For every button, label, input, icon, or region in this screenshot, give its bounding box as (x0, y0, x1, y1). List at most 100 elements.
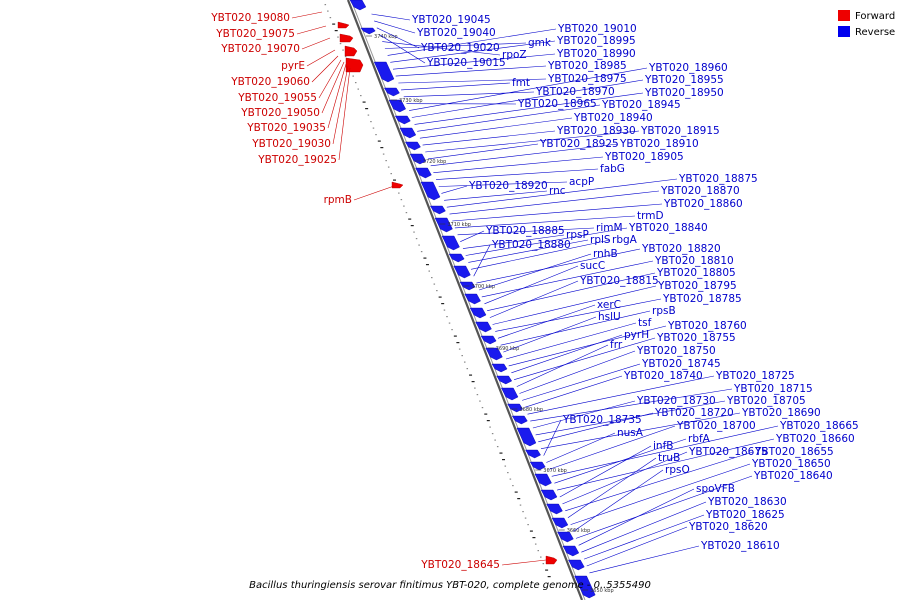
reverse-leader-line (419, 117, 573, 139)
track-dot (360, 95, 362, 97)
reverse-gene-label: YBT020_18965 (517, 98, 597, 110)
reverse-leader-line (470, 239, 611, 270)
reverse-leader-line (465, 227, 628, 256)
reverse-gene-label: YBT020_18990 (556, 48, 636, 60)
reverse-leader-line (371, 13, 411, 21)
reverse-gene-label: YBT020_18975 (547, 73, 627, 85)
reverse-gene-label: YBT020_18955 (644, 74, 724, 86)
track-dot (354, 82, 357, 84)
reverse-leader-line (460, 230, 485, 242)
reverse-gene-label: rbfA (688, 433, 711, 445)
reverse-gene-label: YBT020_18700 (676, 420, 756, 432)
tick-label: 3720 kbp (423, 159, 447, 165)
track-dot (344, 56, 347, 58)
reverse-leader-line (559, 445, 652, 498)
forward-gene-label: YBT020_19070 (220, 43, 300, 55)
reverse-gene-arrow (546, 503, 563, 515)
reverse-gene-label: rnhB (593, 248, 618, 260)
reverse-gene-label: YBT020_18745 (641, 358, 721, 370)
reverse-gene-label: YBT020_18815 (579, 275, 659, 287)
track-dot (408, 218, 412, 220)
track-dot (532, 537, 536, 539)
reverse-leader-line (581, 501, 707, 553)
reverse-strand-genes (349, 0, 596, 599)
forward-gene-label: YBT020_19055 (237, 92, 317, 104)
reverse-gene-label: xerC (597, 299, 621, 311)
forward-gene-arrow (344, 45, 358, 57)
track-dot (443, 309, 446, 311)
reverse-gene-label: YBT020_18945 (601, 99, 681, 111)
reverse-gene-label: YBT020_18750 (636, 345, 716, 357)
forward-leader-line (327, 63, 347, 129)
track-dot (327, 10, 329, 12)
reverse-leader-line (457, 227, 595, 236)
forward-gene-label: pyrE (281, 60, 305, 72)
reverse-gene-label: YBT020_19045 (411, 14, 491, 26)
reverse-gene-label: YBT020_18820 (641, 243, 721, 255)
track-dot (527, 524, 529, 526)
forward-gene-arrow (345, 57, 364, 73)
reverse-gene-label: infB (653, 440, 673, 452)
reverse-leader-line (422, 130, 556, 146)
track-dot (352, 75, 354, 77)
reverse-gene-arrow (420, 181, 441, 201)
reverse-gene-label: rimM (596, 222, 623, 234)
reverse-gene-label: YBT020_18950 (644, 87, 724, 99)
reverse-leader-line (519, 350, 636, 394)
reverse-gene-label: YBT020_18885 (485, 225, 565, 237)
track-dot (534, 543, 537, 545)
track-dot (463, 361, 466, 363)
reverse-leader-line (586, 526, 688, 567)
track-dot (517, 498, 521, 500)
reverse-leader-line (414, 92, 644, 125)
reverse-gene-arrow (453, 265, 471, 279)
reverse-leader-line (524, 375, 623, 408)
track-dot (494, 439, 496, 441)
reverse-gene-label: YBT020_18910 (619, 138, 699, 150)
reverse-gene-label: YBT020_18610 (700, 540, 780, 552)
reverse-leader-line (484, 265, 579, 305)
reverse-leader-line (565, 451, 754, 512)
reverse-gene-label: YBT020_18755 (656, 332, 736, 344)
reverse-leader-line (557, 438, 775, 491)
reverse-gene-label: rpsP (566, 229, 589, 241)
track-dot (380, 147, 384, 149)
tick-label: 3660 kbp (567, 528, 591, 534)
reverse-gene-arrow (500, 387, 519, 401)
reverse-gene-label: rbgA (612, 234, 638, 246)
track-dot (453, 335, 457, 337)
reverse-gene-label: YBT020_18660 (775, 433, 855, 445)
forward-leader-line (321, 61, 345, 114)
forward-leader-line (301, 37, 331, 50)
forward-leader-line (332, 65, 349, 145)
reverse-gene-label: YBT020_18630 (707, 496, 787, 508)
reverse-leader-line (570, 463, 751, 525)
reverse-leader-line (446, 178, 678, 208)
reverse-leader-line (527, 375, 715, 415)
reverse-leader-line (497, 304, 596, 339)
reverse-gene-arrow (464, 293, 481, 305)
reverse-gene-label: rpsO (665, 464, 690, 476)
legend-reverse-label: Reverse (855, 27, 895, 38)
reverse-gene-label: rplS (590, 234, 611, 246)
tick-label: 3650 kbp (590, 588, 614, 594)
track-dot (499, 452, 503, 454)
reverse-gene-label: YBT020_18720 (654, 407, 734, 419)
reverse-leader-line (573, 469, 664, 532)
track-dot (334, 30, 338, 32)
track-dot (428, 270, 430, 272)
reverse-gene-arrow (469, 307, 487, 319)
reverse-leader-line (583, 514, 705, 560)
track-dot (542, 563, 545, 565)
track-dot (390, 173, 392, 175)
reverse-gene-label: YBT020_18625 (705, 509, 785, 521)
reverse-gene-label: YBT020_18870 (660, 185, 740, 197)
reverse-leader-line (562, 451, 688, 505)
forward-gene-label: YBT020_18645 (420, 559, 500, 571)
track-dot (474, 387, 476, 389)
reverse-gene-arrow (409, 153, 427, 165)
reverse-gene-arrow (516, 427, 537, 447)
track-dot (431, 277, 433, 279)
track-dot (491, 433, 494, 435)
